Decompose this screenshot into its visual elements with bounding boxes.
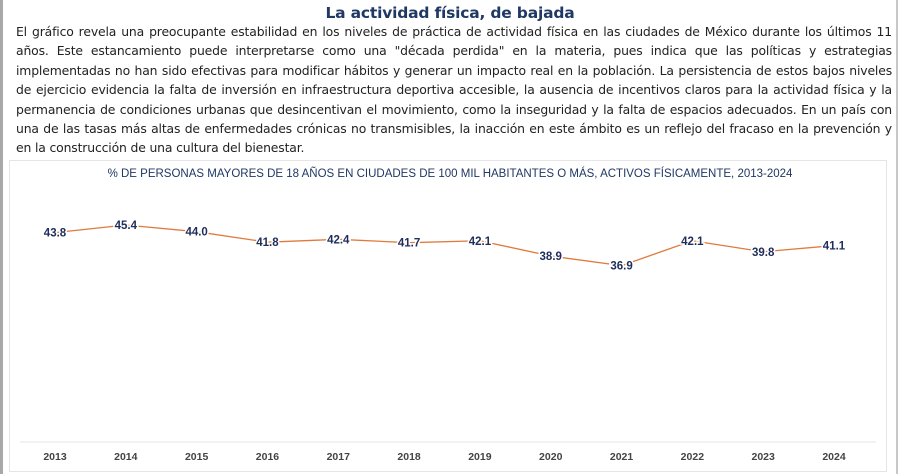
x-tick-layer: 2013 2014 2015 2016 2017 2018 2019 2020 2021 2022… [43,451,846,463]
series-line-segment [621,240,693,267]
x-tick-label: 2021 [610,451,634,463]
data-label: 44.0 [185,227,207,239]
x-tick-label: 2016 [256,451,280,463]
data-label: 38.9 [540,251,562,263]
article-paragraph: El gráfico revela una preocupante estabi… [16,24,892,156]
page-left-border [0,0,3,474]
x-tick-label: 2020 [539,451,563,463]
data-label: 42.4 [327,234,350,246]
series-line-segment [125,224,197,233]
article-title: La actividad física, de bajada [325,4,575,22]
data-label: 43.8 [44,228,67,240]
data-label: 41.8 [256,237,279,249]
series-line-segment [763,244,835,253]
series-line-layer [54,224,835,267]
series-line-segment [267,238,339,243]
chart-container [9,160,887,472]
x-tick-label: 2017 [327,451,351,463]
series-line-segment [550,255,622,267]
x-tick-label: 2013 [43,451,67,463]
x-tick-label: 2014 [114,451,138,463]
x-tick-label: 2023 [752,451,776,463]
x-tick-label: 2024 [822,451,846,463]
x-tick-label: 2015 [185,451,209,463]
data-label: 42.1 [469,236,492,248]
data-label-layer: 43.8 45.4 44.0 41.8 42.4 41.7 42.1 38.9 36.9 42.1… [42,218,847,274]
x-tick-label: 2018 [397,451,421,463]
x-tick-label: 2022 [681,451,705,463]
series-line-segment [479,240,551,257]
series-line-segment [54,224,126,234]
series-line-segment [196,231,268,243]
series-line-segment [338,238,410,244]
data-label: 41.7 [398,238,420,250]
chart-title: % DE PERSONAS MAYORES DE 18 AÑOS EN CIUD… [107,168,793,180]
series-line-segment [692,240,764,253]
data-label: 42.1 [681,236,704,248]
series-line-segment [409,240,480,244]
data-label: 45.4 [115,220,138,232]
data-label: 41.1 [823,241,846,253]
data-label: 36.9 [610,261,632,273]
x-tick-label: 2019 [468,451,492,463]
page-right-border [896,0,898,474]
data-label: 39.8 [752,247,775,259]
